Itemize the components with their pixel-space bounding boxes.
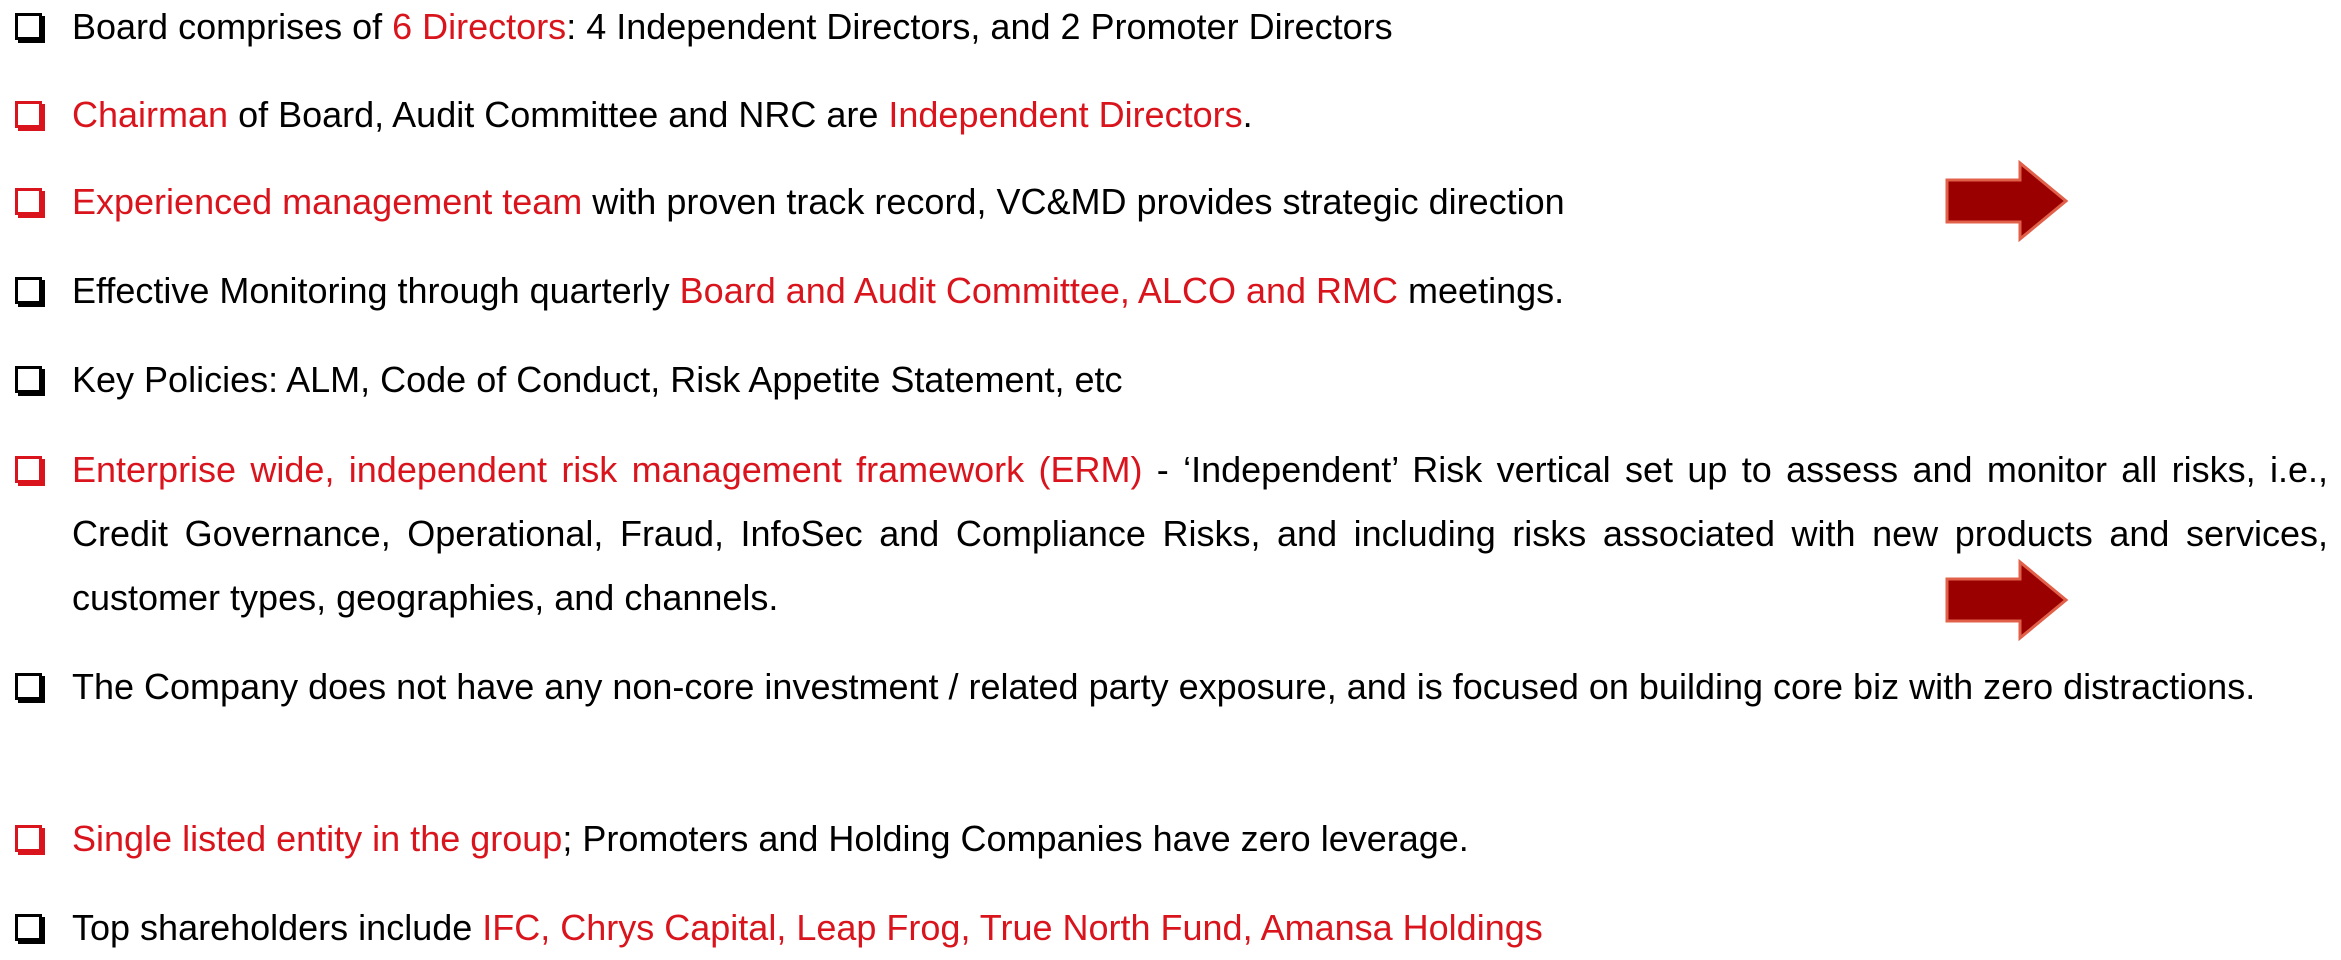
text-segment: meetings. [1398,270,1565,311]
text-segment: : 4 Independent Directors, and 2 Promote… [566,6,1393,47]
bullet-text: Enterprise wide, independent risk manage… [72,438,2328,630]
highlight-text: Independent Directors [888,94,1243,135]
checkbox-bullet [15,825,42,852]
bullet-text: Experienced management team with proven … [72,170,2328,234]
highlight-text: Enterprise wide, independent risk manage… [72,449,1143,490]
highlight-text: Board and Audit Committee, ALCO and RMC [679,270,1399,311]
arrow-icon [1945,160,2069,242]
text-segment: The Company does not have any non-core i… [72,666,2256,707]
text-segment: ; Promoters and Holding Companies have z… [562,818,1469,859]
checkbox-bullet [15,673,42,700]
text-segment: . [1242,94,1253,135]
checkbox-bullet [15,188,42,215]
highlight-text: IFC, Chrys Capital, Leap Frog, True Nort… [482,907,1543,948]
checkbox-bullet [15,101,42,128]
text-segment: with proven track record, VC&MD provides… [582,181,1565,222]
highlight-text: Single listed entity in the group [72,818,563,859]
bullet-text: The Company does not have any non-core i… [72,655,2328,719]
text-segment: Top shareholders include [72,907,483,948]
text-segment: of Board, Audit Committee and NRC are [228,94,889,135]
arrow-icon [1945,559,2069,641]
highlight-text: Experienced management team [72,181,583,222]
bullet-text: Key Policies: ALM, Code of Conduct, Risk… [72,348,2328,412]
bullet-text: Board comprises of 6 Directors: 4 Indepe… [72,0,2328,59]
bullet-text: Effective Monitoring through quarterly B… [72,259,2328,323]
checkbox-bullet [15,914,42,941]
highlight-text: Chairman [72,94,229,135]
bullet-text: Chairman of Board, Audit Committee and N… [72,83,2328,147]
text-segment: Board comprises of [72,6,393,47]
bullet-text: Top shareholders include IFC, Chrys Capi… [72,896,2328,960]
text-segment: - ‘Independent’ Risk vertical set up to … [72,449,2328,618]
checkbox-bullet [15,13,42,40]
checkbox-bullet [15,366,42,393]
bullet-text: Single listed entity in the group; Promo… [72,807,2328,871]
highlight-text: 6 Directors [392,6,567,47]
checkbox-bullet [15,277,42,304]
checkbox-bullet [15,456,42,483]
text-segment: Key Policies: ALM, Code of Conduct, Risk… [72,359,1123,400]
text-segment: Effective Monitoring through quarterly [72,270,680,311]
